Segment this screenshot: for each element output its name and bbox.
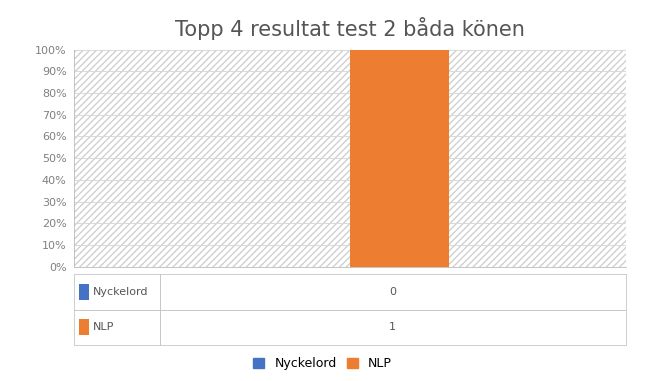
Text: Nyckelord: Nyckelord <box>93 287 148 297</box>
Bar <box>74 274 160 309</box>
Title: Topp 4 resultat test 2 båda könen: Topp 4 resultat test 2 båda könen <box>175 17 525 40</box>
Legend: Nyckelord, NLP: Nyckelord, NLP <box>248 352 397 375</box>
Text: NLP: NLP <box>93 322 114 332</box>
Text: 1: 1 <box>389 322 396 332</box>
Text: 0: 0 <box>389 287 396 297</box>
Bar <box>160 274 626 309</box>
Bar <box>350 50 449 267</box>
Bar <box>74 309 160 345</box>
Bar <box>160 309 626 345</box>
Bar <box>79 284 88 300</box>
Bar <box>79 319 88 335</box>
